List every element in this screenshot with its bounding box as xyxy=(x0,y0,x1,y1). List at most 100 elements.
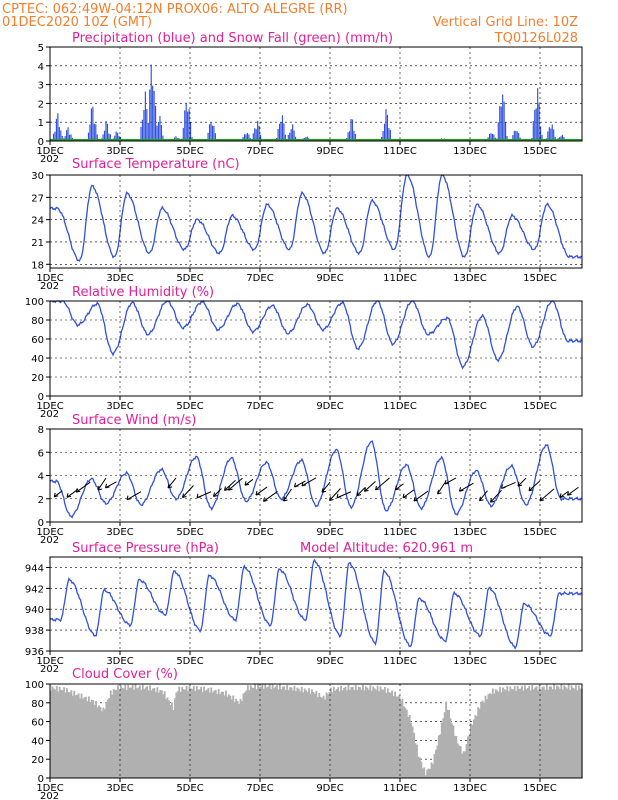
wind-arrow-shaft xyxy=(167,477,177,489)
cloud-cover-bar xyxy=(467,736,469,778)
precip-bar xyxy=(515,131,517,141)
wind-arrow-shaft xyxy=(517,477,527,487)
precip-bar xyxy=(57,113,59,141)
wind-series-line xyxy=(49,440,582,519)
wind-ytick-label: 4 xyxy=(38,472,44,483)
cloud-cover-bar xyxy=(391,690,394,778)
wind-arrow-shaft xyxy=(402,489,415,499)
cloud-cover-bar xyxy=(306,692,309,778)
wind-arrow-head xyxy=(567,493,572,496)
precip-bar xyxy=(52,133,55,141)
cloud-cover-bar xyxy=(207,687,210,778)
wind-arrow-head xyxy=(76,490,81,493)
cloud-cover-bar xyxy=(426,769,429,778)
cloud-cover-bar xyxy=(353,690,356,778)
cloud-cover-bar xyxy=(325,692,328,778)
wind-arrow-head xyxy=(437,492,442,495)
cloud-cover-bar xyxy=(408,714,411,778)
precip-bar xyxy=(500,106,502,141)
cloud-cover-bar xyxy=(236,701,239,778)
wind-arrow-shaft xyxy=(539,488,555,502)
precip-bar xyxy=(140,126,142,141)
wind-arrow-icon xyxy=(321,481,331,493)
precip-bar xyxy=(60,130,62,141)
cloud-cover-bar xyxy=(347,684,350,778)
header-location: CPTEC: 062:49W-04:12N PROX06: ALTO ALEGR… xyxy=(2,2,348,17)
cloud-cover-title: Cloud Cover (%) xyxy=(72,667,178,682)
wind-xtick-label: 1DEC xyxy=(36,527,63,538)
cloud-cover-bar xyxy=(563,685,566,778)
wind-arrow-head xyxy=(356,491,359,496)
humidity-panel: 0 20 40 60 80 100 1DEC 3DEC 5DEC 7DEC 9DEC 11DEC 13D… xyxy=(25,297,583,420)
cloud-cover-bar xyxy=(386,688,389,778)
cloud-cover-bar xyxy=(478,708,481,778)
wind-arrow-icon xyxy=(224,480,236,491)
cloud-cover-bar xyxy=(233,701,236,778)
precip-bar xyxy=(246,132,249,141)
cloud-cover-bar xyxy=(133,689,135,778)
wind-title: Surface Wind (m/s) xyxy=(72,413,196,428)
wind-arrow-shaft xyxy=(283,488,292,502)
cloud-cover-bar xyxy=(340,685,343,778)
wind-arrow-icon xyxy=(213,488,222,497)
precip-bar xyxy=(385,109,387,141)
precip-bar xyxy=(208,124,211,141)
cloud-cover-bar xyxy=(299,691,302,778)
wind-arrow-head xyxy=(196,496,202,499)
precip-bar xyxy=(70,134,72,141)
wind-arrow-icon xyxy=(528,480,541,492)
cloud-cover-bar xyxy=(297,688,300,778)
wind-arrow-head xyxy=(395,485,397,490)
wind-arrow-head xyxy=(336,493,339,498)
cloud-cover-bar xyxy=(73,690,76,778)
cloud-cover-bar xyxy=(452,725,455,778)
wind-arrow-head xyxy=(126,495,129,500)
wind-arrow-head xyxy=(329,496,331,501)
cloud-cover-bar xyxy=(499,687,502,778)
cloud-cover-bar xyxy=(420,761,423,778)
cloud-cover-bar xyxy=(400,700,402,778)
cloud-cover-bar xyxy=(532,689,535,778)
precip-bar xyxy=(548,127,550,141)
cloud-cover-bar xyxy=(276,685,278,778)
precip-bar xyxy=(563,136,565,141)
cloud-cover-bar xyxy=(185,685,188,778)
precip-ytick-label: 5 xyxy=(38,43,44,54)
cloud-cover-bar xyxy=(541,687,544,778)
cloud-cover-bar xyxy=(561,689,564,778)
precip-bar xyxy=(554,136,556,141)
cloud-cover-bar xyxy=(359,687,362,778)
cloud-cover-bar xyxy=(531,685,534,778)
cloud-cover-bar xyxy=(195,686,198,778)
wind-arrow-head xyxy=(490,498,492,503)
wind-arrow-head xyxy=(213,492,215,497)
wind-arrow-icon xyxy=(167,477,177,489)
cloud-cover-bar xyxy=(150,690,153,778)
cloud-cover-bar xyxy=(283,686,286,778)
cloud-cover-bar xyxy=(305,690,308,778)
cloud-cover-bar xyxy=(372,686,375,778)
cloud-year-label: 202 xyxy=(40,791,59,800)
cloud-cover-bar xyxy=(319,696,322,778)
cloud-cover-bar xyxy=(566,688,569,778)
cloud-cover-bar xyxy=(99,707,102,778)
precip-bar xyxy=(155,105,157,141)
cloud-cover-bar xyxy=(477,707,480,778)
cloud-cover-bar xyxy=(117,685,119,778)
wind-ytick-label: 8 xyxy=(38,425,44,436)
cloud-xtick-label: 7DEC xyxy=(246,783,273,794)
cloud-cover-bar xyxy=(486,699,488,778)
cloud-cover-bar xyxy=(175,692,178,778)
precip-bar xyxy=(213,125,215,141)
precip-bar xyxy=(90,108,92,141)
wind-arrow-head xyxy=(444,479,447,485)
cloud-cover-bar xyxy=(226,696,229,778)
precip-bar xyxy=(255,129,257,141)
wind-arrow-icon xyxy=(244,478,254,486)
header-run-time: 01DEC2020 10Z (GMT) xyxy=(2,15,152,30)
wind-arrow-icon xyxy=(567,486,579,496)
pressure-xtick-label: 11DEC xyxy=(383,656,417,667)
cloud-cover-bar xyxy=(178,686,181,778)
cloud-cover-bar xyxy=(579,688,582,778)
wind-arrow-icon xyxy=(336,491,352,499)
